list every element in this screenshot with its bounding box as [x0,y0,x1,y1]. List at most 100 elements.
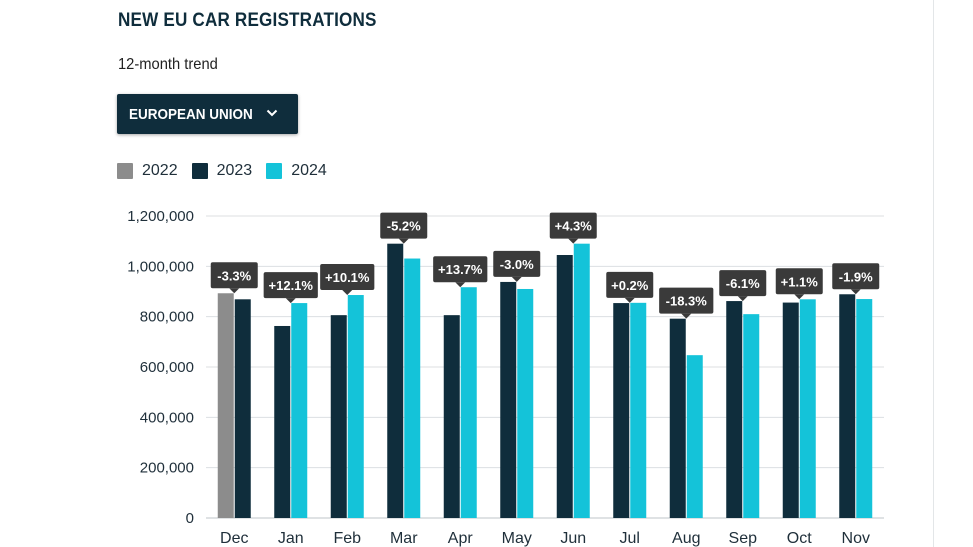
bar-2023-nov [839,294,856,518]
region-dropdown[interactable]: EUROPEAN UNION [117,94,298,134]
tooltip-label: -1.9% [839,269,873,284]
panel-divider [933,0,934,547]
tooltip-label: +12.1% [269,278,314,293]
x-tick-label: Feb [333,530,361,547]
legend-item-2022[interactable]: 2022 [117,162,178,180]
tooltip-box [659,287,714,314]
change-tooltip: +4.3% [549,212,597,244]
tooltip-pointer [624,297,635,303]
change-tooltip: -18.3% [659,287,714,319]
tooltip-label: +0.2% [611,278,649,293]
change-tooltip: -6.1% [719,270,767,302]
tooltip-label: -6.1% [726,276,760,291]
bar-2023-dec [234,299,251,518]
tooltip-box [549,212,597,239]
bar-2023-sep [726,301,743,518]
tooltip-pointer [455,282,466,288]
bar-2023-feb [330,315,347,518]
legend-swatch-2022 [117,163,133,179]
y-tick-label: 1,000,000 [127,258,194,275]
legend-label-2022: 2022 [142,162,178,179]
bar-2023-jan [274,325,291,518]
x-tick-label: Nov [842,530,870,547]
x-tick-label: Dec [220,530,248,547]
tooltip-label: +10.1% [325,270,370,285]
x-tick-label: May [502,530,532,547]
bar-2024-aug [686,355,703,518]
bar-2024-jan [291,303,308,518]
bar-2024-feb [347,295,364,518]
tooltip-box [263,272,318,299]
legend-swatch-2023 [191,163,208,179]
bar-2024-jul [630,302,647,518]
legend-swatch-2024 [266,163,283,179]
x-tick-label: Jun [560,530,586,547]
tooltip-label: +13.7% [438,262,483,277]
legend: 2022 2023 2024 [117,162,341,180]
change-tooltip: +10.1% [320,264,375,296]
bar-2024-may [517,288,534,518]
y-tick-label: 800,000 [140,309,194,326]
tooltip-label: -3.3% [217,268,251,283]
chart-subtitle: 12-month trend [118,56,218,73]
tooltip-pointer [794,294,805,300]
bar-2024-jun [573,243,590,518]
bar-2023-aug [669,318,686,518]
tooltip-pointer [398,238,409,244]
y-tick-label: 400,000 [140,409,194,426]
x-tick-label: Mar [390,530,418,547]
x-tick-label: Jan [278,530,304,547]
bar-2024-mar [404,258,421,518]
bar-2024-apr [460,287,477,518]
tooltip-box [380,212,428,239]
legend-item-2023[interactable]: 2023 [191,162,253,180]
tooltip-box [606,271,654,298]
bar-2023-may [500,281,517,518]
change-tooltip: -5.2% [380,212,428,244]
y-tick-label: 200,000 [140,460,194,477]
tooltip-pointer [850,289,861,295]
bar-2022-dec [217,293,234,518]
bar-2023-apr [443,315,460,518]
bar-2024-nov [856,299,873,518]
tooltip-pointer [737,296,748,302]
change-tooltip: +12.1% [263,272,318,304]
tooltip-pointer [681,313,692,319]
bar-2024-oct [799,299,816,518]
change-tooltip: +0.2% [606,271,654,303]
tooltip-box [320,264,375,291]
tooltip-pointer [229,288,240,294]
tooltip-label: -5.2% [387,219,421,234]
x-tick-label: Aug [672,530,700,547]
bar-2023-mar [387,243,404,518]
tooltip-box [493,250,541,277]
tooltip-pointer [285,298,296,304]
legend-label-2023: 2023 [216,162,253,179]
x-tick-label: Apr [448,530,474,547]
tooltip-box [832,263,880,290]
change-tooltip: -3.3% [210,262,258,294]
bar-2023-oct [782,302,799,518]
change-tooltip: -1.9% [832,263,880,295]
tooltip-label: +1.1% [781,274,819,289]
chevron-down-icon [266,109,278,117]
tooltip-box [775,268,823,295]
x-tick-label: Jul [620,530,640,547]
tooltip-pointer [342,290,353,296]
bar-2023-jun [556,255,573,518]
y-tick-label: 1,200,000 [127,208,194,225]
legend-item-2024[interactable]: 2024 [266,162,327,180]
chart-title: NEW EU CAR REGISTRATIONS [118,10,377,31]
tooltip-box [433,256,488,283]
tooltip-label: -3.0% [500,257,534,272]
y-tick-label: 600,000 [140,359,194,376]
tooltip-box [210,262,258,289]
change-tooltip: +13.7% [433,256,488,288]
tooltip-pointer [568,238,579,244]
x-tick-label: Oct [787,530,812,547]
tooltip-pointer [511,276,522,282]
bar-2023-jul [613,303,630,518]
y-tick-label: 0 [186,510,194,527]
change-tooltip: +1.1% [775,268,823,300]
